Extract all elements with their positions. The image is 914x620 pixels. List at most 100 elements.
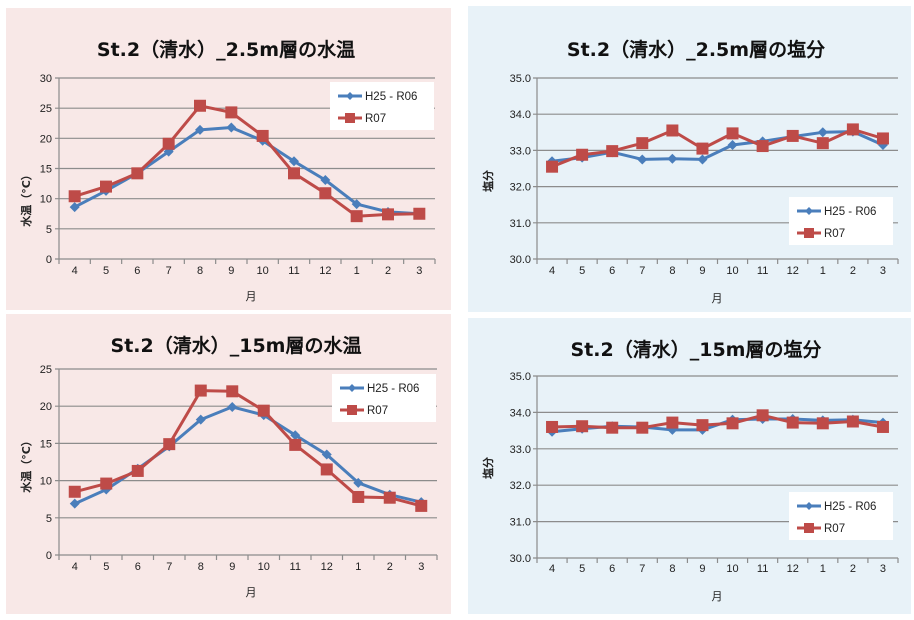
x-tick-label: 10: [726, 265, 738, 277]
y-axis-label: 水温（°C）: [19, 169, 33, 227]
x-tick-label: 4: [549, 563, 555, 575]
x-tick-label: 11: [290, 561, 301, 573]
data-point-r07: [131, 167, 144, 180]
data-point-h25-r06: [227, 401, 238, 412]
y-tick-label: 20: [40, 401, 52, 413]
legend: H25 - R06 R07: [789, 197, 893, 245]
data-point-r07: [131, 464, 144, 477]
x-tick-label: 11: [757, 265, 768, 277]
data-point-h25-r06: [353, 477, 364, 488]
data-point-h25-r06: [195, 414, 206, 425]
x-tick-label: 3: [418, 561, 424, 573]
chart-2-5m-salinity: St.2（清水）_2.5m層の塩分 30.031.032.033.034.035…: [481, 38, 899, 305]
data-point-r07: [606, 421, 619, 434]
x-tick-label: 4: [549, 265, 555, 277]
data-point-r07: [816, 417, 829, 430]
data-point-r07: [756, 409, 769, 422]
data-point-r07: [226, 385, 239, 398]
data-point-r07: [288, 167, 300, 180]
chart-title: St.2（清水）_15m層の水温: [111, 334, 362, 357]
legend: H25 - R06 R07: [332, 374, 436, 422]
data-point-r07: [846, 415, 859, 428]
chart-title: St.2（清水）_2.5m層の水温: [97, 38, 355, 61]
x-tick-label: 7: [166, 561, 172, 573]
data-point-r07: [606, 145, 619, 158]
y-tick-label: 20: [40, 133, 52, 145]
y-tick-label: 30: [40, 73, 52, 85]
legend-marker-square: [804, 228, 814, 238]
data-point-h25-r06: [697, 154, 708, 165]
x-tick-label: 6: [609, 265, 615, 277]
data-point-r07: [162, 137, 175, 150]
data-point-r07: [546, 160, 559, 173]
y-axis-label: 塩分: [481, 457, 495, 479]
x-tick-label: 8: [197, 265, 203, 277]
data-point-r07: [696, 142, 709, 155]
data-point-r07: [786, 129, 799, 142]
y-tick-label: 32.0: [510, 480, 531, 492]
legend-label: R07: [824, 228, 845, 240]
x-tick-label: 9: [699, 563, 705, 575]
x-tick-label: 1: [820, 563, 826, 575]
data-point-h25-r06: [289, 156, 299, 167]
y-tick-label: 32.0: [510, 182, 531, 194]
y-tick-label: 5: [46, 224, 52, 236]
data-point-r07: [666, 124, 679, 137]
x-tick-label: 12: [319, 265, 331, 277]
x-tick-label: 12: [787, 265, 799, 277]
data-point-r07: [576, 420, 589, 433]
legend-marker-diamond: [805, 207, 813, 215]
data-point-h25-r06: [69, 202, 80, 213]
y-tick-label: 25: [40, 364, 52, 376]
x-tick-label: 11: [757, 563, 768, 575]
data-point-h25-r06: [195, 124, 205, 135]
chart-panel-15m-temperature: St.2（清水）_15m層の水温 0 5 10 15 20 25 4 5 6 7 8 9 10 11 12 1…: [6, 314, 451, 614]
data-point-r07: [163, 438, 176, 451]
legend-label: H25 - R06: [824, 501, 876, 513]
x-tick-label: 8: [669, 563, 675, 575]
data-point-r07: [289, 438, 302, 451]
y-tick-label: 10: [40, 476, 52, 488]
data-point-r07: [876, 132, 889, 145]
x-tick-label: 5: [579, 265, 585, 277]
data-point-r07: [546, 420, 559, 433]
y-tick-label: 35.0: [510, 371, 531, 383]
y-tick-label: 15: [40, 438, 52, 450]
x-axis-label: 月: [246, 586, 257, 599]
y-tick-label: 0: [46, 550, 52, 562]
legend-marker-diamond: [346, 92, 354, 100]
y-tick-label: 25: [40, 103, 52, 115]
y-tick-label: 31.0: [510, 218, 531, 230]
x-tick-label: 9: [699, 265, 705, 277]
data-point-r07: [68, 190, 81, 203]
data-point-r07: [68, 485, 81, 498]
data-point-r07: [350, 210, 363, 223]
x-tick-label: 2: [385, 265, 391, 277]
data-point-h25-r06: [290, 430, 301, 441]
x-tick-label: 7: [639, 265, 645, 277]
legend-label: H25 - R06: [824, 206, 876, 218]
x-tick-label: 12: [321, 561, 333, 573]
data-point-r07: [225, 106, 238, 119]
data-point-r07: [576, 148, 589, 161]
y-tick-label: 34.0: [510, 407, 531, 419]
y-tick-label: 33.0: [510, 444, 531, 456]
data-point-h25-r06: [817, 127, 828, 138]
x-tick-label: 10: [257, 265, 269, 277]
x-axis-label: 月: [712, 590, 723, 603]
chart-title: St.2（清水）_2.5m層の塩分: [567, 38, 825, 61]
x-tick-label: 8: [669, 265, 675, 277]
x-axis-label: 月: [712, 292, 723, 305]
chart-15m-salinity: St.2（清水）_15m層の塩分 30.0 31.0 32.0 33.0 34.0 35.…: [481, 338, 899, 603]
data-point-h25-r06: [667, 153, 678, 164]
y-tick-label: 33.0: [510, 145, 531, 157]
data-point-r07: [100, 180, 112, 193]
legend-marker-diamond: [805, 502, 813, 510]
y-tick-label: 10: [40, 194, 52, 206]
y-tick-label: 0: [46, 254, 52, 266]
legend-marker-square: [345, 113, 355, 123]
data-point-r07: [413, 207, 426, 220]
data-point-r07: [257, 404, 270, 417]
x-tick-label: 6: [134, 265, 140, 277]
